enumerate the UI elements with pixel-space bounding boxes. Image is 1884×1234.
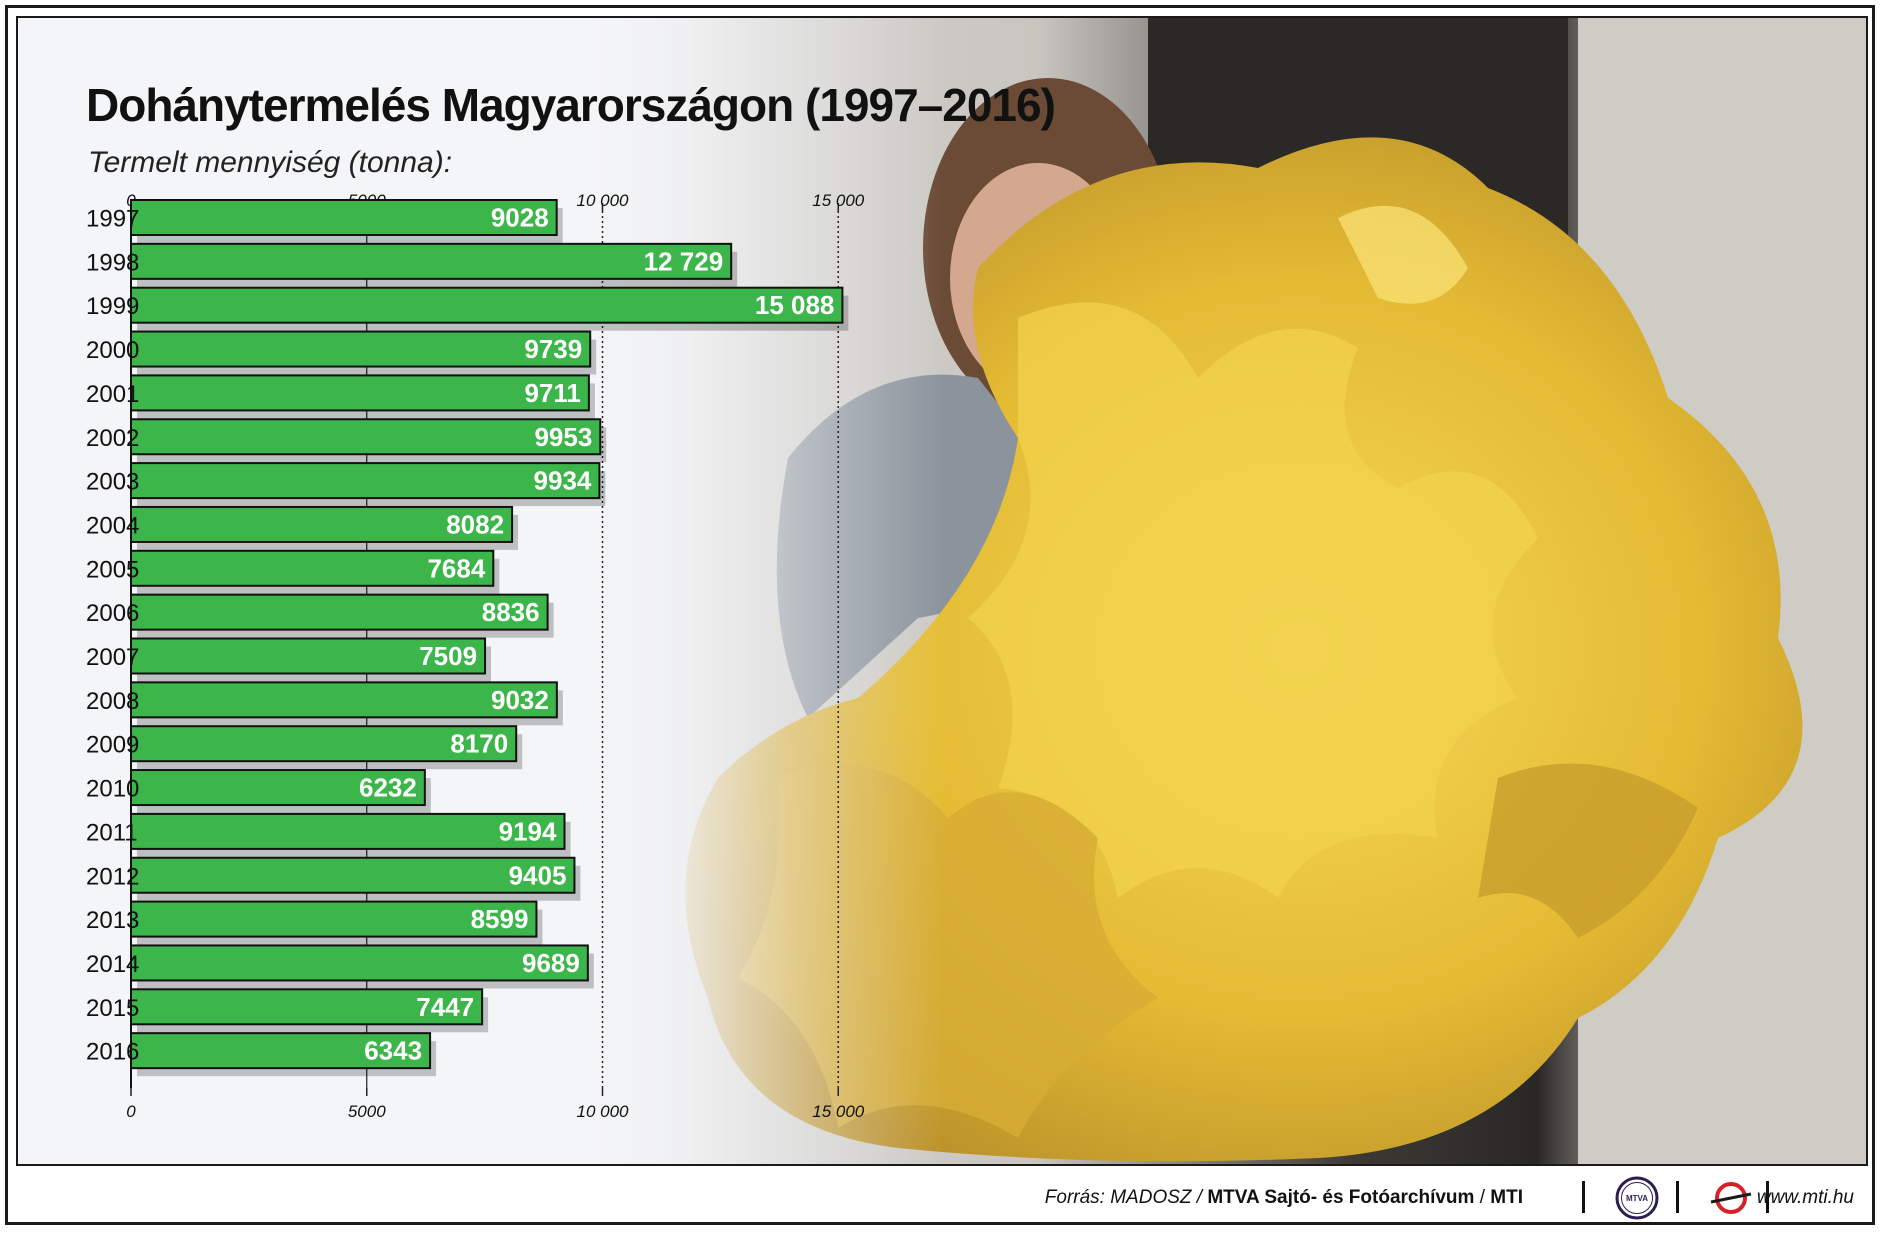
bar: [130, 1032, 432, 1070]
bar: [130, 593, 549, 631]
category-label: 2009: [86, 732, 139, 759]
chart-subtitle: Termelt mennyiség (tonna):: [88, 146, 453, 179]
source-credit: Forrás: MADOSZ / MTVA Sajtó- és Fotóarch…: [1045, 1187, 1523, 1209]
chart-panel: Dohánytermelés Magyarországon (1997–2016…: [16, 16, 1868, 1166]
bar-value-label: 8082: [446, 509, 504, 539]
category-label: 2005: [86, 556, 139, 583]
bar: [130, 681, 558, 719]
bar-value-label: 9032: [491, 685, 549, 715]
bar-value-label: 7509: [419, 641, 477, 671]
category-label: 2003: [86, 469, 139, 496]
bar-value-label: 9689: [522, 948, 580, 978]
category-label: 2006: [86, 600, 139, 627]
bar-value-label: 9953: [534, 422, 592, 452]
category-label: 2013: [86, 907, 139, 934]
bar-value-label: 9028: [491, 203, 549, 233]
category-label: 2011: [86, 819, 138, 846]
bar-value-label: 6232: [359, 773, 417, 803]
source-prefix: Forrás: MADOSZ /: [1044, 1187, 1203, 1208]
bar: [130, 242, 733, 280]
bar: [130, 812, 566, 850]
bar-value-label: 7684: [427, 553, 485, 583]
bar-value-label: 9194: [499, 816, 557, 846]
footer: Forrás: MADOSZ / MTVA Sajtó- és Fotóarch…: [16, 1175, 1868, 1220]
mtva-logo-icon: MTVA: [1615, 1176, 1659, 1220]
bar: [130, 418, 602, 456]
category-label: 2008: [86, 688, 139, 715]
footer-separator: [1766, 1181, 1769, 1213]
bar-value-label: 15 088: [755, 290, 835, 320]
source-archive: MTVA Sajtó- és Fotóarchívum: [1207, 1187, 1475, 1208]
category-label: 2007: [86, 644, 139, 671]
mtva-logo-text: MTVA: [1626, 1194, 1648, 1203]
category-label: 1998: [86, 249, 139, 276]
footer-separator: [1676, 1181, 1679, 1213]
footer-separator: [1582, 1181, 1585, 1213]
category-label: 1999: [86, 293, 139, 320]
category-label: 2012: [86, 863, 139, 890]
category-label: 2004: [86, 512, 139, 539]
bar: [130, 769, 426, 807]
bar: [130, 505, 514, 543]
bar: [130, 286, 844, 324]
category-label: 2000: [86, 337, 139, 364]
tick-label: 10 000: [577, 191, 630, 210]
bar: [130, 330, 592, 368]
bar: [130, 199, 558, 236]
bar-value-label: 8599: [471, 904, 529, 934]
bar: [130, 900, 538, 938]
bar-value-label: 8836: [482, 597, 540, 627]
bar: [130, 374, 590, 412]
bar: [130, 637, 487, 675]
category-label: 2002: [86, 425, 139, 452]
bar-value-label: 8170: [450, 729, 508, 759]
category-label: 2016: [86, 1039, 139, 1066]
tick-label: 15 000: [812, 191, 865, 210]
bar-value-label: 9405: [509, 860, 567, 890]
bar-value-label: 9711: [524, 378, 580, 408]
bar: [130, 856, 576, 894]
category-label: 2001: [86, 381, 139, 408]
website-url: www.mti.hu: [1756, 1187, 1854, 1208]
source-separator: /: [1479, 1187, 1485, 1208]
category-label: 2015: [86, 995, 139, 1022]
bar: [130, 988, 484, 1026]
source-mti: MTI: [1490, 1187, 1523, 1208]
bar-value-label: 6343: [364, 1036, 422, 1066]
bar: [130, 944, 589, 982]
category-label: 2010: [86, 776, 139, 803]
category-label: 1997: [86, 206, 139, 233]
tick-label: 0: [126, 1102, 136, 1121]
tick-label: 15 000: [812, 1102, 865, 1121]
chart-title: Dohánytermelés Magyarországon (1997–2016…: [86, 79, 1056, 131]
bar: [130, 725, 518, 763]
bar: [130, 549, 495, 587]
bar-value-label: 9739: [524, 334, 582, 364]
bar-value-label: 9934: [534, 466, 592, 496]
tick-label: 10 000: [577, 1102, 630, 1121]
bar-value-label: 12 729: [644, 246, 724, 276]
bar: [130, 462, 601, 500]
bar-value-label: 7447: [416, 992, 474, 1022]
category-label: 2014: [86, 951, 139, 978]
mti-logo-icon: [1710, 1182, 1752, 1214]
tick-label: 5000: [348, 1102, 386, 1121]
